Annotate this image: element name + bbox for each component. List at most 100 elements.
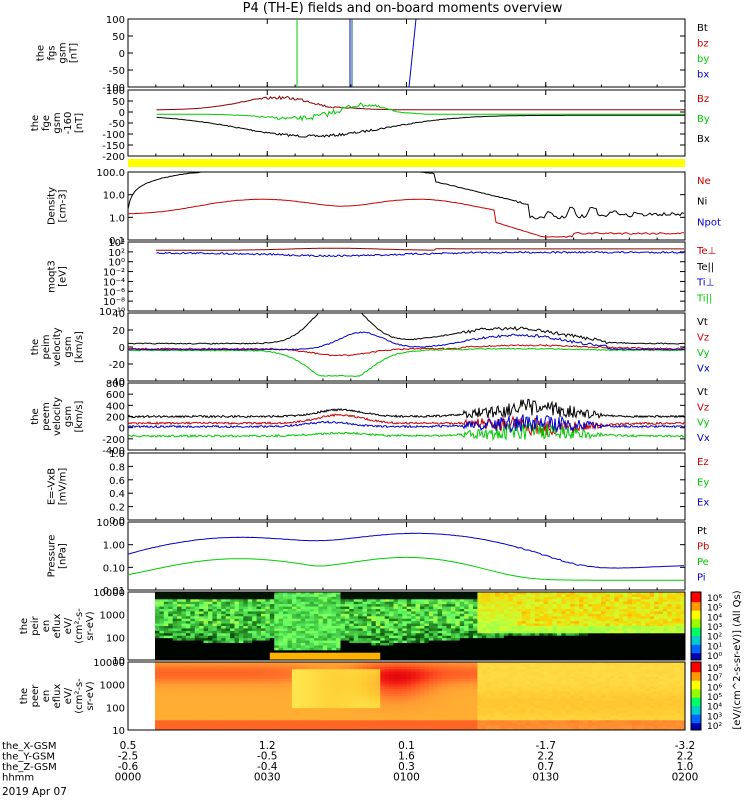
panel-peer: 10000 1000 100 10 the peer en eflux eV/(cm²-s-sr… xyxy=(19,658,722,737)
colorbar-tick: 10⁸ xyxy=(707,664,722,674)
footer-date: 2019 Apr 07 xyxy=(2,786,67,798)
y-axis-label: the xyxy=(30,408,41,424)
y-tick-label: -20 xyxy=(109,360,125,371)
x-tick-label: 0.3 xyxy=(398,761,415,773)
y-axis-label: [nT] xyxy=(74,113,85,133)
panel-pressure: 10.00 1.00 0.10 0.01 Pressure [nPa] Pt Pb Pe Pi xyxy=(47,518,710,597)
legend-Te⊥: Te⊥ xyxy=(696,246,716,257)
x-tick-label: -2.5 xyxy=(118,751,139,763)
trace-bz xyxy=(156,95,685,111)
y-axis-label: sr-eV) xyxy=(85,681,96,710)
x-tick-label: 2.2 xyxy=(537,751,554,763)
y-tick-label: 800 xyxy=(106,379,125,390)
colorbar-tick: 10¹ xyxy=(707,642,722,652)
y-tick-label: 10.00 xyxy=(96,518,125,529)
y-axis-label: the xyxy=(30,339,41,355)
y-axis-label: velocity xyxy=(52,327,63,366)
x-axis-row-label: the_X-GSM xyxy=(2,741,56,752)
y-tick-label: 0.1 xyxy=(109,236,125,247)
legend-Vx: Vx xyxy=(697,364,710,375)
panel-peim: 40 20 0 -20 -40 the peim velocity gsm [km/s] Vt Vz V… xyxy=(30,309,710,388)
trace-vx xyxy=(127,331,685,351)
y-axis-label: en xyxy=(41,690,52,703)
y-axis-label: the xyxy=(19,618,30,634)
legend-Ti||: Ti|| xyxy=(696,293,712,304)
legend-Ex: Ex xyxy=(697,498,709,509)
trace-by xyxy=(156,102,685,122)
y-axis-label: peer xyxy=(30,684,41,708)
x-tick-label: 0.5 xyxy=(120,740,137,752)
y-tick-label: 0.8 xyxy=(109,462,125,473)
legend-Vt: Vt xyxy=(697,387,708,398)
legend-Ni: Ni xyxy=(697,197,707,208)
y-axis-label: [cm-3] xyxy=(58,189,69,222)
y-tick-label: 10² xyxy=(108,248,125,259)
y-axis-label: [km/s] xyxy=(74,400,85,432)
colorbar-tick: 10³ xyxy=(707,712,722,722)
y-axis-label: en xyxy=(41,620,52,633)
colorbar-tick: 10² xyxy=(707,633,722,643)
y-axis-label: (cm²-s- xyxy=(74,608,85,644)
panel-fgs: 100 50 0 -50 -100 the fgs gsm [nT] Bt bz by bx xyxy=(36,15,710,94)
y-tick-label: 10⁻² xyxy=(103,268,125,279)
panel-frame xyxy=(127,18,686,88)
legend-Pb: Pb xyxy=(697,542,709,553)
y-axis-label: moqt3 xyxy=(47,260,58,293)
y-tick-label: 10 xyxy=(112,656,125,667)
panel-frame xyxy=(127,661,686,731)
panel-peir: 10000 1000 100 10 the peir en eflux eV/(cm²-s-sr… xyxy=(19,588,722,667)
trace-pi xyxy=(127,532,684,569)
y-tick-label: 50 xyxy=(112,97,125,108)
y-tick-label: 10000 xyxy=(93,658,125,669)
colorbar-tick: 10⁶ xyxy=(707,594,722,604)
colorbar-frame xyxy=(690,591,702,661)
trace-bx-2 xyxy=(408,18,417,88)
heatmap-gap xyxy=(128,592,155,660)
colorbar-frame xyxy=(690,661,702,731)
y-axis-label: [nPa] xyxy=(58,543,69,569)
y-tick-label: 10000 xyxy=(93,588,125,599)
y-axis-label: fge xyxy=(41,115,52,131)
legend-Ti⊥: Ti⊥ xyxy=(696,278,714,289)
x-tick-label: -3.2 xyxy=(675,740,696,752)
legend-Vz: Vz xyxy=(697,333,709,344)
y-tick-label: 0.0 xyxy=(109,516,125,527)
x-tick-label: 1.6 xyxy=(398,751,415,763)
legend-Bx: Bx xyxy=(697,134,710,145)
trace-vz xyxy=(127,413,686,437)
colorbar-label: [eV/(cm^2-s-sr-eV)] (All Qs) xyxy=(732,590,743,729)
y-axis-label: sr-eV) xyxy=(85,611,96,640)
heatmap-cells xyxy=(155,592,686,661)
colorbar-tick: 10⁰ xyxy=(707,652,722,662)
panel-efield: 1.0 0.8 0.6 0.4 0.2 0.0 E=-VxB [mV/m] Ez Ey Ex xyxy=(47,449,710,527)
y-tick-label: 40 xyxy=(112,309,125,320)
y-axis-label: eV/ xyxy=(63,687,74,704)
y-tick-label: -50 xyxy=(109,119,125,130)
y-tick-label: 10.0 xyxy=(103,191,125,202)
trace-ne xyxy=(128,198,685,238)
x-tick-label: 2.2 xyxy=(677,751,694,763)
y-tick-label: 1.00 xyxy=(103,541,125,552)
y-axis-label: (cm²-s- xyxy=(74,678,85,714)
legend-Vz: Vz xyxy=(697,402,709,413)
y-tick-label: 1.0 xyxy=(109,213,125,224)
y-tick-label: -50 xyxy=(109,66,125,77)
x-tick-label: 0.7 xyxy=(537,761,554,773)
legend-Ez: Ez xyxy=(697,457,709,468)
trace-pe xyxy=(127,556,684,581)
legend-Pi: Pi xyxy=(697,573,706,584)
y-axis-label: eflux xyxy=(52,614,63,639)
legend-Vy: Vy xyxy=(697,348,710,359)
colorbar-tick: 10⁷ xyxy=(707,674,722,684)
colorbar-tick: 10⁵ xyxy=(707,693,722,703)
legend-Ne: Ne xyxy=(697,176,711,187)
y-axis-label: peim xyxy=(41,334,52,359)
legend-Bt: Bt xyxy=(697,23,708,34)
y-tick-label: 10⁻⁴ xyxy=(103,277,125,288)
x-tick-label: 1.2 xyxy=(259,740,276,752)
y-tick-label: 0.2 xyxy=(109,503,125,514)
